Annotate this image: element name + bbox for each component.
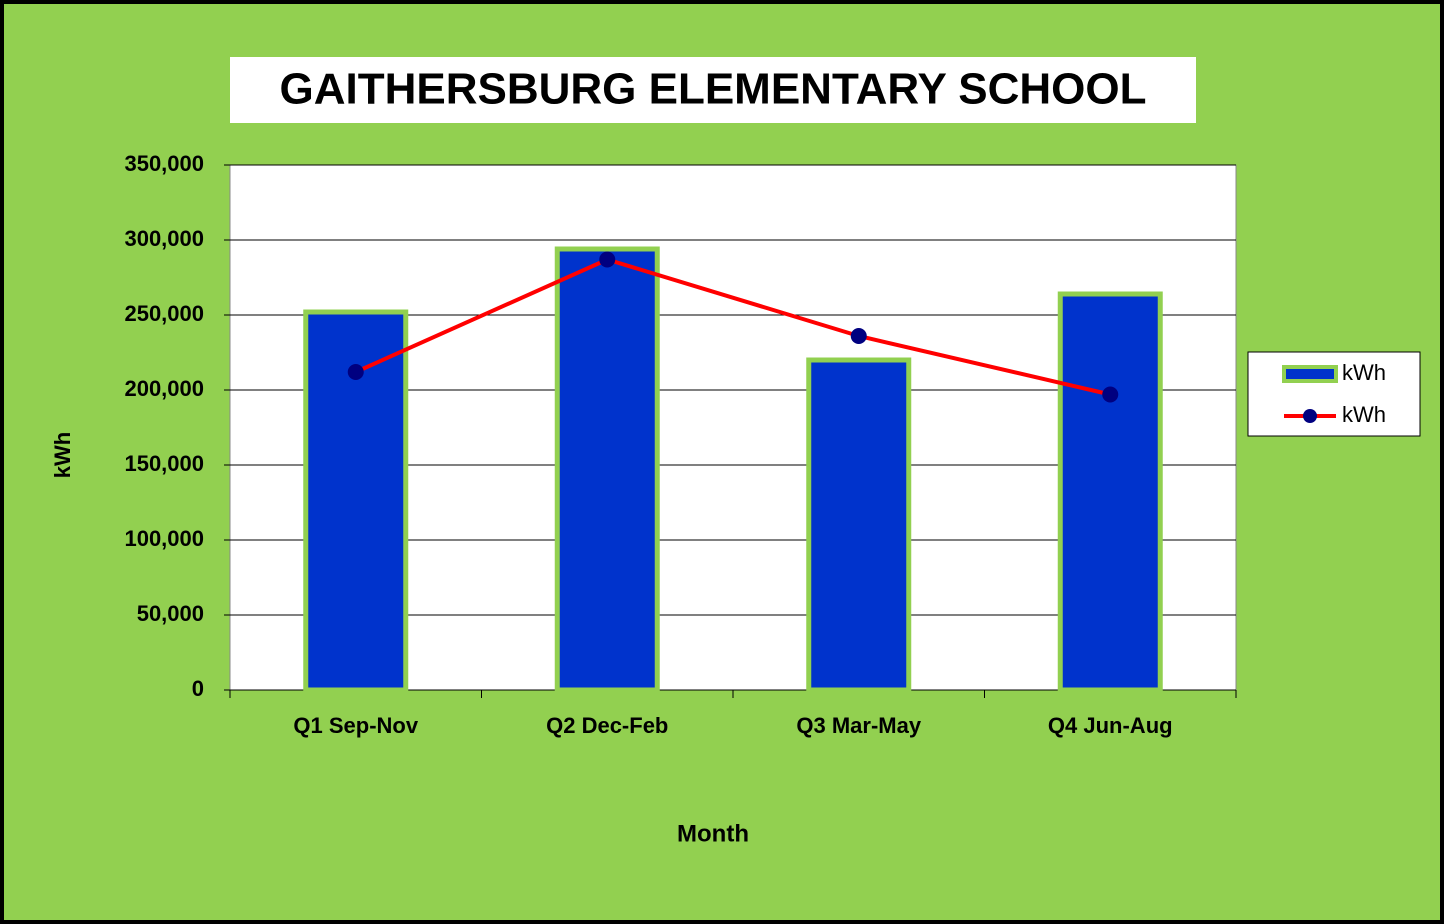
legend-label: kWh	[1342, 402, 1386, 427]
y-tick-label: 50,000	[137, 601, 204, 626]
y-tick-label: 200,000	[124, 376, 204, 401]
x-tick-label: Q1 Sep-Nov	[293, 713, 418, 738]
legend-swatch	[1282, 365, 1338, 383]
bar	[1057, 291, 1163, 693]
y-tick-label: 300,000	[124, 226, 204, 251]
y-tick-label: 150,000	[124, 451, 204, 476]
bar	[554, 246, 660, 693]
y-axis-label: kWh	[50, 432, 75, 478]
y-tick-label: 100,000	[124, 526, 204, 551]
y-tick-label: 250,000	[124, 301, 204, 326]
line-marker	[347, 364, 364, 380]
x-tick-label: Q2 Dec-Feb	[546, 713, 668, 738]
line-marker	[850, 328, 867, 344]
legend-marker	[1303, 409, 1317, 423]
x-axis-label: Month	[677, 820, 749, 847]
line	[354, 257, 1111, 397]
x-tick-label: Q4 Jun-Aug	[1048, 713, 1173, 738]
title-box	[230, 57, 1196, 123]
legend-label: kWh	[1342, 360, 1386, 385]
y-tick-label: 0	[192, 676, 204, 701]
chart-title: GAITHERSBURG ELEMENTARY SCHOOL	[279, 65, 1146, 114]
legend	[1247, 351, 1421, 437]
y-tick-label: 350,000	[124, 151, 204, 176]
bar	[806, 357, 912, 693]
line-marker	[599, 251, 616, 268]
line-marker	[1102, 386, 1119, 403]
x-tick-label: Q3 Mar-May	[796, 713, 921, 738]
